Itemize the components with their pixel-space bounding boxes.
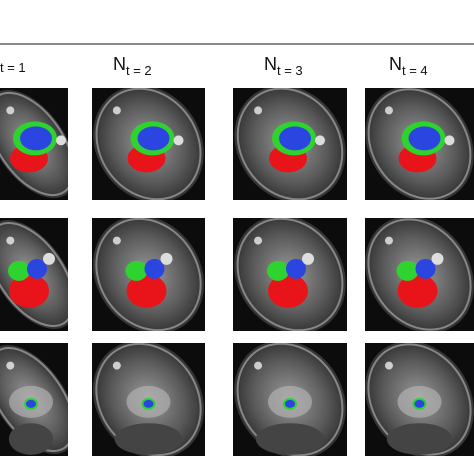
seg-blue	[26, 399, 36, 408]
mri-image	[0, 218, 68, 331]
seg-green	[396, 260, 419, 281]
seg-red	[9, 273, 49, 308]
header-main: N	[264, 54, 277, 74]
mri-image	[92, 343, 205, 456]
mri-image	[233, 218, 347, 331]
mri-image	[365, 218, 474, 331]
seg-blue	[415, 258, 436, 279]
body-outline	[236, 88, 344, 200]
mri-image	[233, 88, 347, 200]
mri-image	[92, 218, 205, 331]
abdomen	[386, 423, 453, 455]
column-header: Nt = 2	[113, 54, 152, 78]
vessel	[43, 252, 55, 265]
header-subscript: t = 4	[402, 63, 428, 78]
vessel	[160, 252, 173, 265]
seg-green	[267, 260, 289, 281]
vessel	[302, 252, 314, 265]
spine	[6, 361, 15, 370]
mri-image	[0, 88, 68, 200]
vessel	[173, 135, 184, 146]
header-subscript: t = 3	[277, 63, 303, 78]
seg-blue	[20, 126, 52, 151]
vessel	[56, 135, 66, 146]
body-outline	[0, 222, 68, 327]
seg-blue	[137, 126, 170, 151]
seg-green	[8, 260, 30, 281]
mri-image	[365, 343, 474, 456]
body-outline	[0, 347, 68, 452]
seg-blue	[285, 399, 295, 408]
body-outline	[95, 88, 202, 200]
vessel	[431, 252, 444, 265]
abdomen	[114, 423, 183, 455]
spine	[384, 361, 393, 370]
seg-blue	[286, 258, 306, 279]
seg-blue	[414, 399, 425, 408]
header-main: N	[389, 54, 402, 74]
spine	[384, 236, 393, 245]
spine	[254, 236, 263, 245]
header-main: N	[113, 54, 126, 74]
seg-blue	[144, 258, 165, 279]
vessel	[444, 135, 455, 146]
column-header: Nt = 3	[264, 54, 303, 78]
body-outline	[367, 343, 472, 456]
body-outline	[367, 218, 472, 331]
mri-image	[233, 343, 347, 456]
body-outline	[95, 218, 202, 331]
spine	[6, 106, 15, 115]
spine	[384, 106, 393, 115]
vessel	[315, 135, 325, 146]
spine	[254, 361, 263, 370]
seg-red	[268, 273, 308, 308]
body-outline	[236, 218, 344, 331]
seg-green	[125, 260, 148, 281]
body-outline	[367, 88, 472, 200]
abdomen	[255, 423, 325, 455]
seg-red	[397, 273, 438, 308]
mri-image	[92, 88, 205, 200]
spine	[112, 236, 121, 245]
spine	[254, 106, 263, 115]
image-grid	[0, 88, 474, 456]
body-outline	[95, 343, 202, 456]
seg-blue	[143, 399, 154, 408]
seg-blue	[408, 126, 441, 151]
column-header: t = 1	[0, 60, 26, 75]
mri-image	[365, 88, 474, 200]
body-outline	[0, 91, 68, 197]
seg-blue	[27, 258, 47, 279]
spine	[112, 106, 121, 115]
spine	[6, 236, 15, 245]
seg-red	[126, 273, 167, 308]
spine	[112, 361, 121, 370]
header-subscript: t = 1	[0, 60, 26, 75]
mri-image	[0, 343, 68, 456]
header-subscript: t = 2	[126, 63, 152, 78]
abdomen	[8, 423, 54, 455]
seg-blue	[279, 126, 311, 151]
column-header: Nt = 4	[389, 54, 428, 78]
body-outline	[236, 343, 344, 456]
